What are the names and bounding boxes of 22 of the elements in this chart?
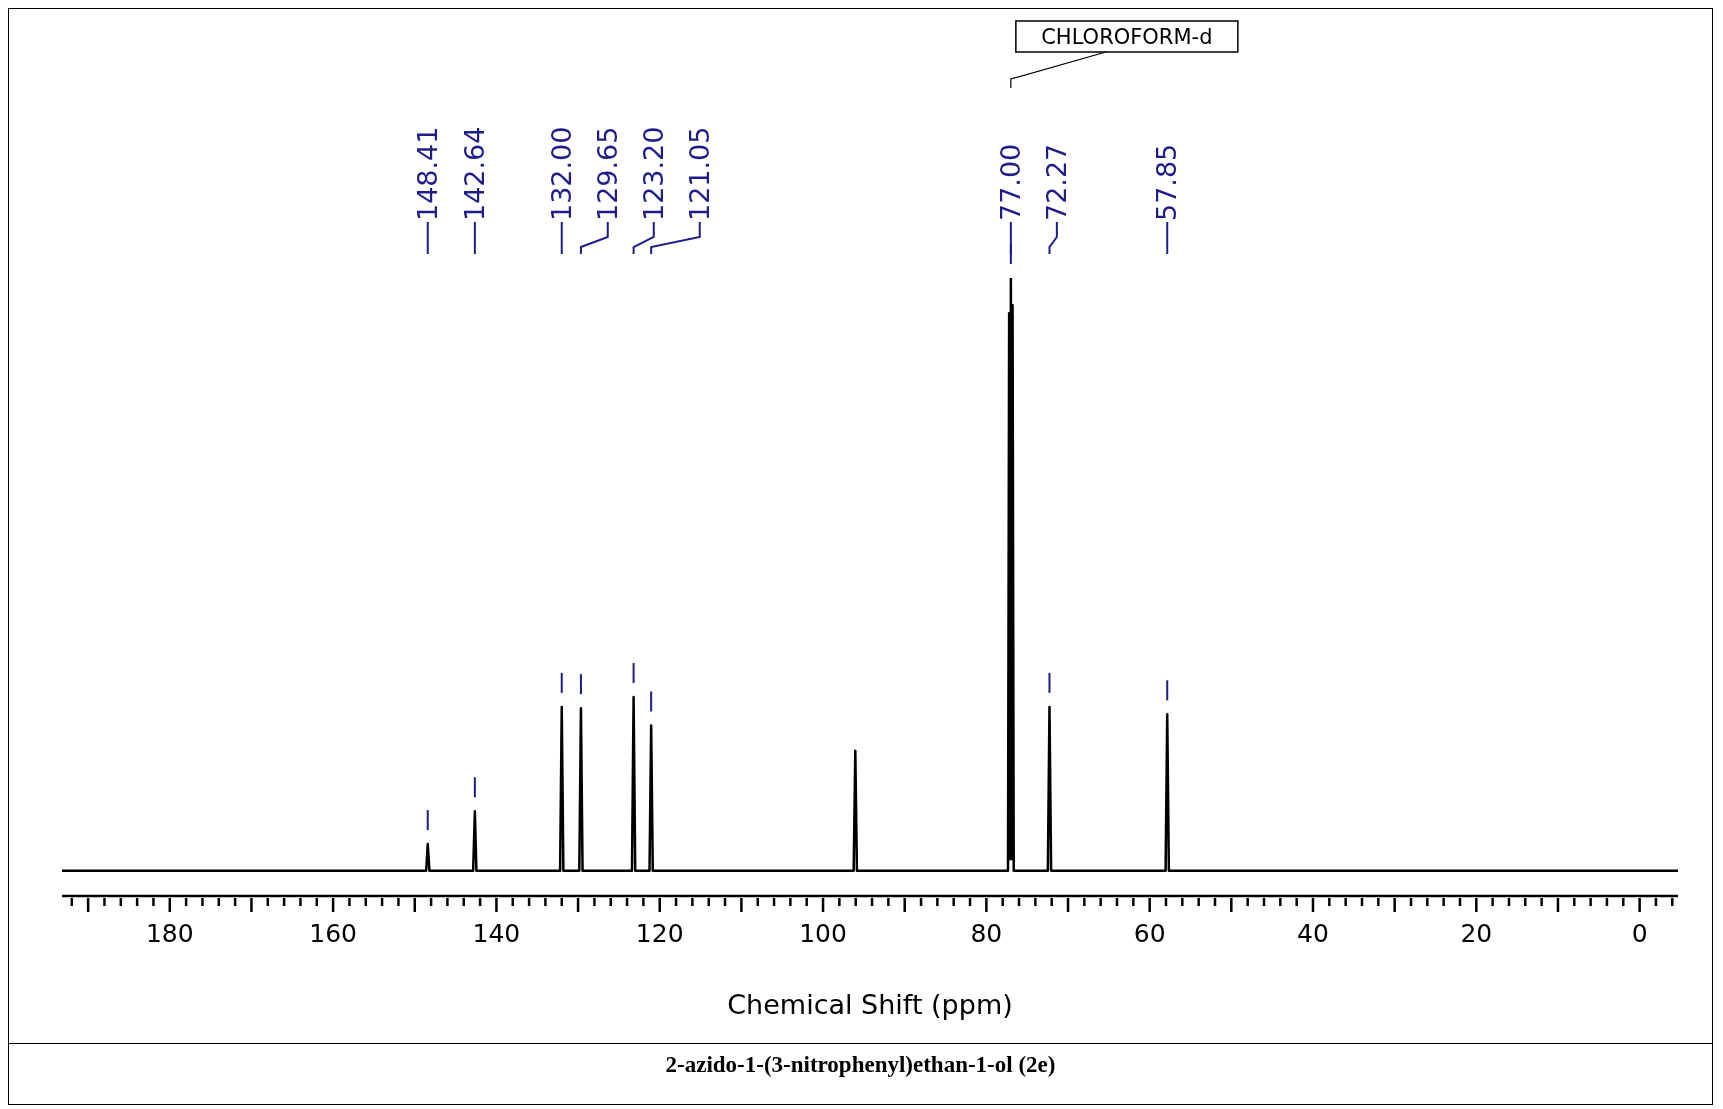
annotation: 57.85 (1151, 143, 1183, 221)
annotation: 132.00 (545, 126, 577, 221)
x-tick-label: 100 (799, 919, 847, 948)
x-tick-label: 60 (1133, 919, 1166, 948)
x-tick-label: 160 (309, 919, 357, 948)
x-tick-label: 180 (145, 919, 194, 948)
x-tick-label: 0 (1631, 919, 1648, 948)
annotation: 142.64 (458, 126, 490, 221)
annotation: 121.05 (683, 126, 715, 221)
x-tick-label: 80 (970, 919, 1003, 948)
x-tick-label: 20 (1460, 919, 1493, 948)
annotation: 123.20 (637, 126, 669, 221)
text: 2-azido-1-(3-nitrophenyl)ethan-1-ol (2e) (9, 1043, 1712, 1078)
text: CHLOROFORM-d (1041, 25, 1213, 49)
x-tick-label: 120 (635, 919, 684, 948)
x-tick-label: 40 (1297, 919, 1329, 948)
x-axis-title: Chemical Shift (ppm) (727, 989, 1013, 1020)
x-tick-label: 140 (472, 919, 521, 948)
annotation: 72.27 (1040, 143, 1072, 221)
annotation: 148.41 (411, 126, 443, 221)
annotation: 129.65 (591, 126, 623, 221)
annotation: 77.00 (994, 143, 1026, 221)
